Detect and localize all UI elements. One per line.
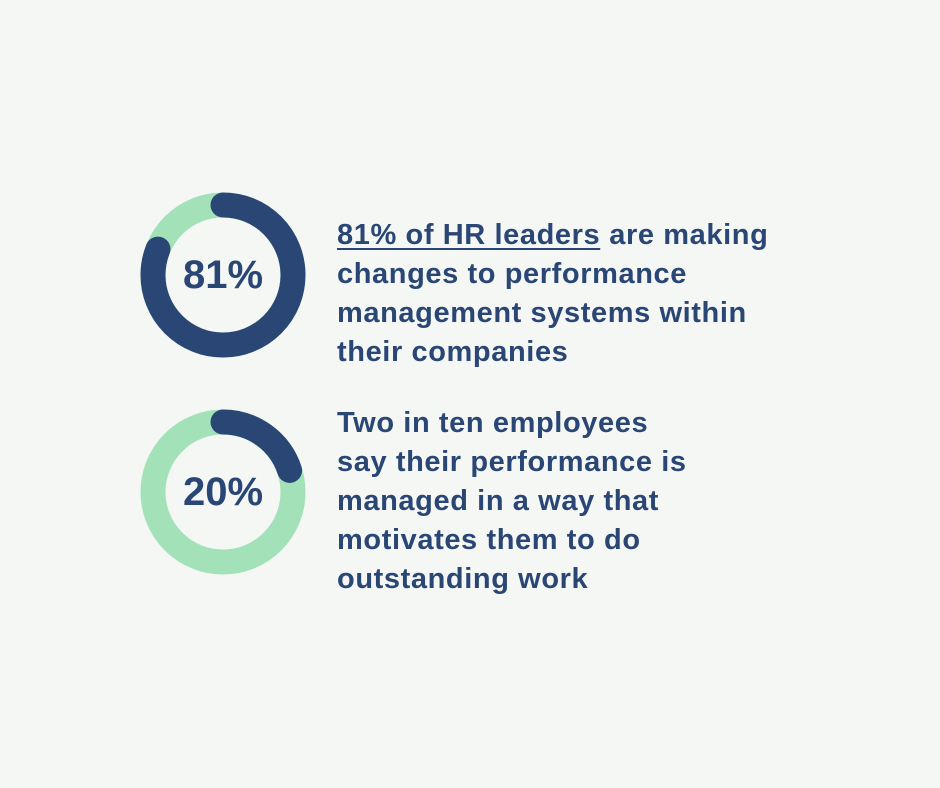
text-line: Two in ten employees [337,404,687,443]
text-line: management systems within [337,294,768,333]
text: say their performance is [337,446,687,478]
text: managed in a way that [337,485,660,517]
donut-label: 81% [183,253,263,297]
annotation: Two in ten employees say their performanc… [337,404,687,599]
text: management systems within [337,297,747,329]
link[interactable]: 81% of HR leaders [337,219,601,251]
text: are making [609,219,769,251]
text-line: motivates them to do [337,521,687,560]
text: outstanding work [337,563,589,595]
text-line: outstanding work [337,560,687,599]
donut-segment [140,409,306,575]
annotation: 81% of HR leaders are making changes to pe… [337,216,768,372]
text-line: managed in a way that [337,482,687,521]
text: their companies [337,336,569,368]
donut-label: 20% [183,470,263,514]
text: motivates them to do [337,524,641,556]
text-line: say their performance is [337,443,687,482]
text: Two in ten employees [337,407,649,439]
text-line: 81% of HR leaders are making [337,216,768,255]
text: changes to performance [337,258,688,290]
text-line: changes to performance [337,255,768,294]
text-line: their companies [337,333,768,372]
donut-segment [140,192,306,358]
